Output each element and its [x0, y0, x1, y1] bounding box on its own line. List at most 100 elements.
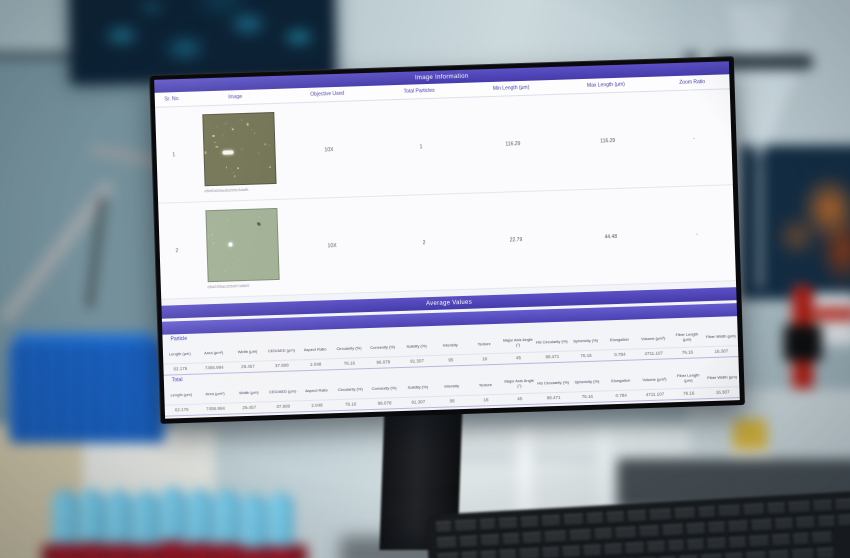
value-cell: 16	[483, 397, 489, 403]
debris-speck	[230, 125, 233, 128]
sr-no-cell: 2	[175, 247, 179, 254]
detected-particle	[222, 150, 234, 156]
image-cell: d5bf2a53ac8a2b5c9daf6	[190, 111, 285, 194]
min-length-cell: 116.29	[505, 140, 521, 148]
debris-speck	[245, 238, 247, 241]
keyboard-key	[811, 531, 833, 546]
value-cell: 76.16	[345, 401, 357, 407]
keyboard-key	[751, 518, 773, 534]
value-cell: 0.784	[614, 351, 626, 358]
keyboard-key	[700, 553, 723, 558]
keyboard-key	[724, 552, 744, 558]
value-cell: 16.307	[715, 389, 730, 395]
keyboard-key	[812, 499, 832, 514]
max-length-cell: 44.48	[604, 233, 618, 240]
reagent-bottle-cap	[733, 419, 767, 453]
max-length-cell: 116.29	[600, 137, 616, 144]
value-cell: 62.176	[174, 406, 189, 413]
column-header: Solidity (%)	[406, 342, 427, 349]
column-header: Sphericity (%)	[574, 378, 600, 384]
value-cell: 96.078	[376, 359, 391, 365]
column-header: Aspect Ratio	[303, 345, 327, 352]
value-cell: 76.16	[681, 349, 694, 355]
keyboard-key	[768, 550, 790, 558]
value-cell: 88.471	[545, 353, 560, 360]
table-row: 2 d5d23f9ac265d07a6bf2 10X 2 22.79 44.48 -	[158, 185, 736, 300]
value-cell: 2.048	[311, 402, 323, 408]
column-header: Volume (μm³)	[642, 375, 667, 382]
keyboard-key	[673, 507, 696, 522]
value-cell: 0.784	[615, 392, 627, 399]
value-cell: 16.307	[714, 348, 729, 354]
keyboard-key	[435, 520, 453, 535]
debris-speck	[258, 174, 260, 176]
value-cell: 76.16	[581, 393, 594, 400]
column-header: Sr. No.	[164, 95, 180, 103]
keyboard-key	[626, 509, 647, 524]
keyboard-key	[727, 520, 749, 535]
debris-speck	[246, 123, 249, 126]
value-cell: 88.471	[546, 394, 561, 401]
keyboard-key	[817, 515, 836, 530]
column-header: Fiber Length (μm)	[675, 331, 699, 342]
debris-speck	[233, 175, 236, 178]
column-header: Convexity (%)	[370, 343, 396, 350]
debris-speck	[232, 171, 235, 174]
keyboard-key	[717, 504, 741, 519]
keyboard-key	[766, 502, 786, 517]
column-header: Width (μm)	[238, 389, 259, 395]
keyboard-key	[795, 516, 816, 531]
glass-reflection	[517, 427, 533, 519]
total-particles-cell: 1	[419, 143, 423, 150]
debris-speck	[240, 147, 244, 151]
debris-speck	[232, 262, 235, 265]
debris-speck	[237, 167, 239, 170]
debris-speck	[240, 119, 243, 121]
column-header: HS Circularity (%)	[535, 338, 568, 345]
debris-speck-dark	[256, 221, 262, 227]
debris-speck	[269, 163, 272, 165]
keyboard-key	[541, 514, 562, 529]
keyboard-key	[792, 532, 810, 547]
column-header: Sphericity (%)	[573, 337, 599, 343]
keyboard-key	[772, 533, 790, 548]
debris-speck	[204, 151, 207, 155]
column-header: Fiber Length (μm)	[676, 372, 700, 383]
objective-cell: 10X	[327, 242, 337, 249]
label-stripe	[814, 307, 850, 321]
column-header: Elongation	[609, 336, 629, 342]
keyboard-key	[499, 549, 517, 558]
value-cell: 95	[449, 398, 455, 404]
image-filename: d5bf2a53ac8a2b5c9daf6	[204, 186, 249, 194]
image-information-title: Image Information	[414, 73, 469, 81]
keyboard-key	[791, 548, 814, 558]
value-cell: 95	[448, 357, 454, 363]
detected-particle	[227, 241, 233, 247]
value-cell: 45	[515, 355, 522, 361]
keyboard-key	[742, 503, 765, 518]
keyboard-key	[625, 542, 646, 557]
monitor: Image Information Sr. No. Image Objective …	[149, 56, 745, 424]
keyboard-key	[454, 519, 477, 534]
debris-speck	[230, 121, 232, 124]
table-row: 1 d5bf2a53ac8a2b5c9daf6 10X 1 116.29 116.29 -	[155, 89, 733, 204]
keyboard-key	[745, 551, 766, 558]
keyboard-key	[686, 538, 705, 553]
debris-speck	[257, 152, 260, 155]
keyboard-key	[649, 508, 672, 523]
keyboard-key	[561, 545, 581, 558]
keyboard-key	[638, 525, 660, 540]
micrograph-thumbnail-2[interactable]	[204, 207, 280, 283]
debris-speck	[222, 134, 225, 137]
keyboard-key	[686, 522, 706, 537]
image-cell: d5d23f9ac265d07a6bf2	[193, 207, 288, 290]
micrograph-thumbnail-1[interactable]	[201, 111, 277, 187]
keyboard-key	[647, 540, 666, 555]
min-length-cell: 22.79	[509, 236, 523, 243]
keyboard-key	[707, 521, 726, 536]
debris-speck	[215, 145, 219, 149]
burette-clamp	[784, 325, 822, 361]
column-header: Area (μm²)	[205, 390, 225, 396]
column-header: Major Axis Angle (°)	[504, 377, 535, 389]
